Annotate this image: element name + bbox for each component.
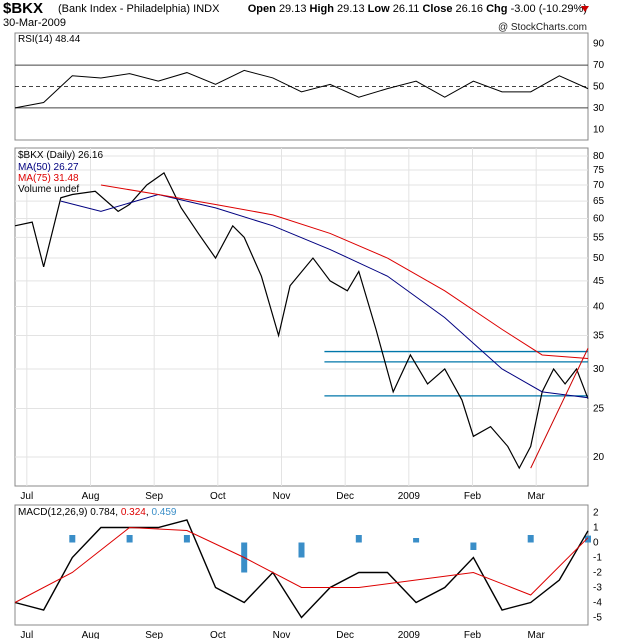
macd-line xyxy=(14,519,589,619)
price-tick-label: 20 xyxy=(593,452,605,463)
ma50-legend: MA(50) 26.27 xyxy=(18,162,79,173)
price-x-tick-label: Jul xyxy=(20,491,33,502)
price-legend: $BKX (Daily) 26.16 xyxy=(18,150,104,161)
price-x-tick-label: Oct xyxy=(210,491,226,502)
macd-tick-label: -4 xyxy=(593,598,602,609)
price-x-tick-label: Nov xyxy=(273,491,291,502)
ticker-name: (Bank Index - Philadelphia) INDX xyxy=(58,3,220,15)
macd-x-tick-label: Nov xyxy=(273,630,291,639)
macd-tick-label: 1 xyxy=(593,523,599,534)
macd-x-tick-label: Mar xyxy=(528,630,546,639)
price-x-tick-label: 2009 xyxy=(398,491,421,502)
macd-histogram-bar xyxy=(527,535,534,543)
watermark: @ StockCharts.com xyxy=(497,22,587,33)
rsi-tick-label: 90 xyxy=(593,39,605,50)
macd-legend: MACD(12,26,9) 0.784, 0.324, 0.459 xyxy=(18,507,177,518)
macd-histogram-bar xyxy=(126,535,133,543)
price-tick-label: 40 xyxy=(593,301,605,312)
price-tick-label: 60 xyxy=(593,213,605,224)
trend-line xyxy=(530,348,589,469)
macd-tick-label: -3 xyxy=(593,583,602,594)
macd-tick-label: -5 xyxy=(593,613,602,624)
price-x-tick-label: Aug xyxy=(82,491,100,502)
price-tick-label: 70 xyxy=(593,180,605,191)
price-tick-label: 45 xyxy=(593,276,605,287)
rsi-tick-label: 70 xyxy=(593,60,605,71)
macd-histogram-bar xyxy=(355,535,362,543)
macd-tick-label: -1 xyxy=(593,553,602,564)
macd-x-tick-label: Feb xyxy=(464,630,482,639)
price-tick-label: 30 xyxy=(593,364,605,375)
macd-x-tick-label: 2009 xyxy=(398,630,421,639)
price-panel-frame xyxy=(14,147,589,487)
macd-tick-label: 0 xyxy=(593,538,599,549)
macd-histogram-bar xyxy=(183,535,190,543)
ma75-line xyxy=(100,184,589,360)
down-arrow-icon xyxy=(581,6,589,12)
macd-histogram-bar xyxy=(298,542,305,558)
price-x-tick-label: Sep xyxy=(145,491,163,502)
macd-x-tick-label: Oct xyxy=(210,630,226,639)
macd-x-tick-label: Jul xyxy=(20,630,33,639)
rsi-tick-label: 50 xyxy=(593,82,605,93)
price-x-tick-label: Mar xyxy=(528,491,546,502)
macd-histogram-bar xyxy=(585,535,591,543)
chart-header: $BKX (Bank Index - Philadelphia) INDX 30… xyxy=(0,0,620,33)
price-tick-label: 25 xyxy=(593,404,605,415)
price-line xyxy=(14,172,589,470)
ma75-legend: MA(75) 31.48 xyxy=(18,173,79,184)
rsi-tick-label: 10 xyxy=(593,124,605,135)
price-x-tick-label: Feb xyxy=(464,491,482,502)
macd-tick-label: 2 xyxy=(593,508,599,519)
macd-signal-line xyxy=(14,526,589,603)
price-tick-label: 35 xyxy=(593,330,605,341)
macd-histogram-bar xyxy=(413,538,420,543)
ohlc-summary: Open 29.13 High 29.13 Low 26.11 Close 26… xyxy=(247,3,587,15)
macd-histogram-bar xyxy=(69,535,76,543)
macd-x-tick-label: Aug xyxy=(82,630,100,639)
macd-tick-label: -2 xyxy=(593,568,602,579)
ma50-line xyxy=(60,193,589,399)
rsi-legend: RSI(14) 48.44 xyxy=(18,34,81,45)
rsi-tick-label: 30 xyxy=(593,103,605,114)
rsi-line xyxy=(14,69,589,109)
macd-histogram-bar xyxy=(470,542,477,550)
price-tick-label: 50 xyxy=(593,253,605,264)
volume-legend: Volume undef xyxy=(18,184,80,195)
macd-x-tick-label: Dec xyxy=(336,630,354,639)
macd-x-tick-label: Sep xyxy=(145,630,163,639)
price-x-tick-label: Dec xyxy=(336,491,354,502)
price-tick-label: 55 xyxy=(593,232,605,243)
ticker-symbol: $BKX xyxy=(3,0,44,17)
price-tick-label: 65 xyxy=(593,196,605,207)
price-tick-label: 75 xyxy=(593,165,605,176)
macd-panel-frame xyxy=(14,504,589,626)
price-tick-label: 80 xyxy=(593,151,605,162)
chart-date: 30-Mar-2009 xyxy=(3,17,66,29)
